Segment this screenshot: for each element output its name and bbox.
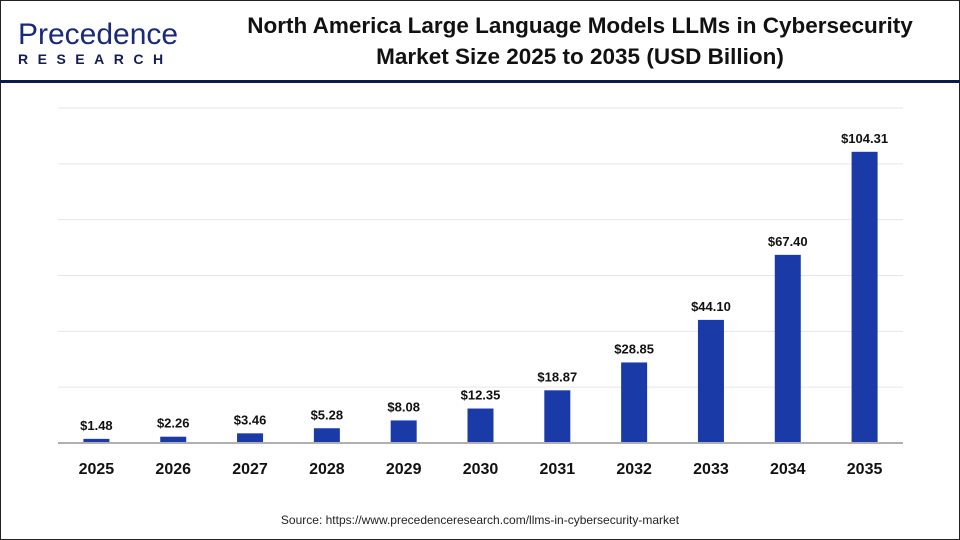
bar-2028 [313,428,340,443]
bar-2032 [621,362,648,443]
bar-2026 [160,436,187,443]
x-tick-label: 2029 [386,461,422,478]
x-tick-label: 2030 [463,461,499,478]
header: Precedence RESEARCH North America Large … [0,0,960,83]
data-label: $44.10 [691,299,731,314]
data-label: $2.26 [157,416,190,431]
x-tick-label: 2033 [693,461,729,478]
chart-title-line2: Market Size 2025 to 2035 (USD Billion) [376,44,784,69]
x-tick-label: 2027 [232,461,268,478]
logo-sub-text: RESEARCH [18,51,173,67]
data-label: $67.40 [768,234,808,249]
bar-2034 [774,254,801,443]
x-tick-label: 2035 [847,461,883,478]
bar-2027 [237,433,264,443]
source-note: Source: https://www.precedenceresearch.c… [280,513,680,527]
x-tick-label: 2032 [616,461,652,478]
data-label: $1.48 [80,418,113,433]
logo-main-text: Precedence [18,18,179,51]
chart-title: North America Large Language Models LLMs… [200,10,960,72]
data-label: $18.87 [537,369,577,384]
chart-title-line1: North America Large Language Models LLMs… [247,13,913,38]
bar-2031 [544,390,571,443]
x-tick-label: 2028 [309,461,345,478]
bar-2033 [697,319,724,443]
x-tick-label: 2034 [770,461,806,478]
data-label: $8.08 [387,399,420,414]
data-label: $28.85 [614,341,654,356]
bar-2030 [467,408,494,443]
bar-2035 [851,151,878,443]
bar-2029 [390,420,417,443]
bar-2025 [83,438,110,443]
data-label: $104.31 [841,131,888,146]
data-label: $5.28 [311,407,344,422]
data-label: $12.35 [461,388,501,403]
data-label: $3.46 [234,412,267,427]
precedence-research-logo: Precedence RESEARCH [18,18,179,68]
x-tick-label: 2026 [155,461,191,478]
x-tick-label: 2025 [79,461,115,478]
x-tick-label: 2031 [540,461,576,478]
